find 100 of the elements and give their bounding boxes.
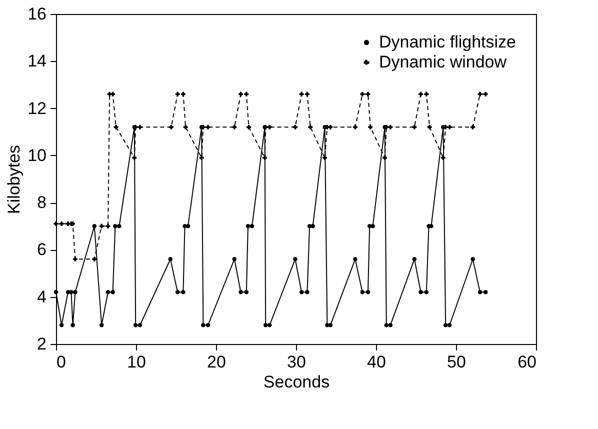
point — [412, 124, 417, 130]
point — [70, 323, 75, 328]
point — [310, 224, 315, 228]
legend-label: Dynamic flightsize — [379, 32, 516, 52]
point — [175, 290, 180, 294]
point — [250, 224, 254, 228]
point — [201, 323, 206, 328]
point — [232, 257, 237, 262]
point — [244, 92, 249, 96]
point — [292, 124, 298, 130]
y-tick-label: 2 — [37, 334, 46, 354]
point — [106, 224, 110, 228]
point — [92, 256, 97, 262]
point — [59, 323, 64, 328]
point — [99, 323, 104, 328]
point — [138, 323, 142, 328]
point — [366, 92, 370, 96]
point — [418, 92, 424, 96]
point — [232, 124, 237, 130]
point — [59, 222, 64, 226]
point — [427, 124, 432, 130]
point — [470, 124, 476, 130]
point — [388, 124, 393, 130]
point — [238, 290, 243, 294]
point — [366, 290, 370, 294]
point — [114, 124, 118, 130]
point — [370, 224, 375, 228]
x-tick-label: 50 — [447, 352, 466, 372]
point — [267, 323, 272, 328]
x-tick-label: 30 — [287, 352, 306, 372]
point — [388, 323, 393, 328]
point — [54, 290, 58, 294]
point — [328, 124, 333, 130]
point — [246, 224, 250, 228]
point — [238, 92, 244, 96]
point — [478, 290, 482, 294]
point — [113, 224, 118, 228]
y-tick-label: 4 — [37, 287, 46, 306]
point — [424, 290, 429, 294]
point — [168, 124, 174, 130]
point — [263, 323, 268, 328]
point — [368, 124, 373, 130]
point — [353, 257, 358, 262]
y-tick-label: 14 — [28, 52, 46, 71]
y-axis-title: Kilobytes — [4, 145, 24, 214]
y-tick-label: 6 — [37, 240, 46, 260]
point — [244, 290, 249, 294]
point — [447, 124, 452, 130]
y-tick-label: 16 — [28, 4, 46, 24]
point — [181, 290, 186, 294]
point — [304, 92, 310, 96]
point — [478, 92, 482, 96]
y-tick-label: 12 — [28, 98, 46, 118]
x-tick-label: 0 — [56, 352, 66, 372]
point — [175, 92, 180, 96]
point — [470, 257, 475, 262]
point — [183, 124, 188, 130]
point — [69, 290, 74, 294]
point — [246, 124, 252, 130]
point — [73, 290, 78, 294]
x-tick-label: 60 — [518, 352, 536, 372]
point — [412, 257, 417, 262]
point — [117, 224, 122, 228]
point — [99, 224, 104, 228]
point — [418, 290, 423, 294]
point — [424, 92, 429, 96]
point — [186, 224, 190, 228]
legend-label: Dynamic window — [379, 52, 508, 72]
x-tick-label: 20 — [207, 352, 226, 372]
point — [110, 290, 115, 294]
point — [483, 290, 488, 294]
point — [293, 257, 298, 262]
point — [384, 323, 389, 328]
point — [308, 124, 313, 130]
point — [328, 323, 333, 328]
x-tick-label: 40 — [367, 352, 386, 372]
point — [206, 323, 210, 328]
point — [110, 92, 116, 96]
point — [106, 290, 110, 294]
point — [199, 156, 204, 160]
point — [133, 323, 138, 328]
point — [483, 92, 488, 96]
point — [132, 156, 137, 160]
point — [299, 290, 304, 294]
point — [267, 124, 272, 130]
point — [138, 124, 142, 130]
point — [360, 290, 365, 294]
point — [206, 124, 210, 130]
y-tick-label: 10 — [28, 146, 46, 165]
point — [360, 92, 365, 96]
point — [443, 323, 448, 328]
point — [305, 290, 310, 294]
point — [447, 323, 452, 328]
point — [168, 257, 173, 262]
x-tick-label: 10 — [127, 352, 146, 372]
y-tick-label: 8 — [37, 193, 46, 212]
point — [92, 224, 97, 228]
point — [54, 222, 58, 226]
point — [72, 256, 78, 262]
x-axis-title: Seconds — [263, 372, 330, 392]
